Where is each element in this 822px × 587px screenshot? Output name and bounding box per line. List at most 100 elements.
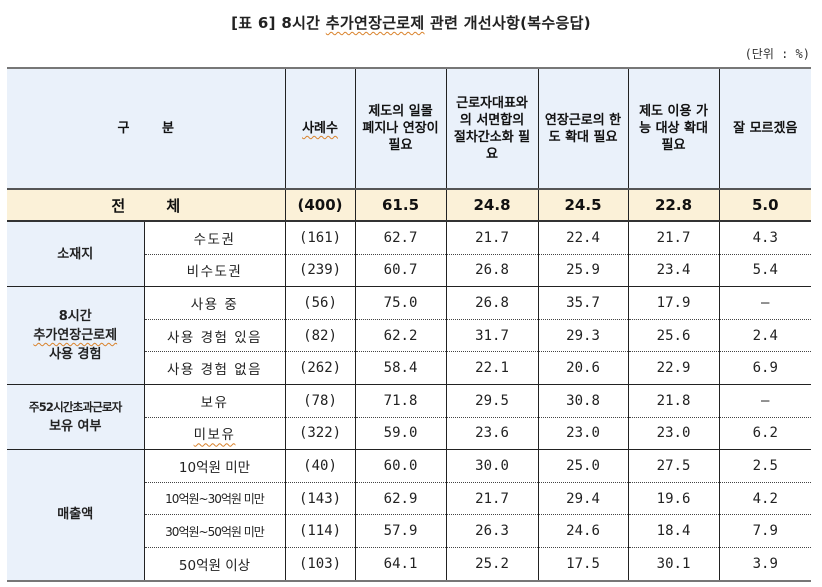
sub-category: 보유 [143, 384, 286, 418]
table-row: 사용 경험 없음 (262) 58.4 22.1 20.6 22.9 6.9 [7, 351, 812, 385]
sub-category: 수도권 [143, 221, 286, 255]
sub-category: 사용 경험 없음 [144, 351, 286, 385]
value-cell: 21.8 [627, 384, 720, 418]
sub-category: 10억원 미만 [143, 449, 286, 483]
value-cell: 25.2 [445, 547, 539, 582]
header-col-3: 제도 이용 가능 대상 확대 필요 [627, 68, 720, 190]
value-cell: 22.1 [445, 351, 539, 385]
value-cell: 30.0 [445, 449, 539, 483]
count-cell: (322) [284, 417, 356, 451]
value-cell: 22.9 [627, 351, 720, 385]
value-cell: 6.2 [718, 417, 812, 451]
count-cell: (78) [284, 384, 356, 418]
unit-label: (단위 : %) [744, 47, 810, 61]
value-cell: 31.7 [445, 319, 539, 353]
count-cell: (82) [284, 319, 356, 353]
value-cell: 75.0 [354, 286, 447, 320]
header-count-label: 사례수 [302, 121, 338, 136]
value-cell: 57.9 [354, 514, 447, 548]
value-cell: 62.9 [354, 482, 447, 516]
category-usage-experience: 8시간 추가연장근로제 사용 경험 [7, 286, 145, 385]
total-label-text: 전 체 [111, 196, 199, 215]
table-row: 소재지 수도권 (161) 62.7 21.7 22.4 21.7 4.3 [7, 221, 812, 288]
value-cell: 26.8 [445, 286, 539, 320]
count-cell: (40) [284, 449, 356, 483]
value-cell: 24.6 [537, 514, 629, 548]
value-cell: — [718, 286, 812, 320]
sub-category: 사용 경험 있음 [144, 319, 286, 353]
table-row: 매출액 10억원 미만 (40) 60.0 30.0 25.0 27.5 2.5 [7, 449, 812, 582]
value-cell: 29.4 [537, 482, 629, 516]
value-cell: 5.4 [718, 254, 812, 288]
value-cell: 58.4 [354, 351, 447, 385]
table-row: 30억원~50억원 미만 (114) 57.9 26.3 24.6 18.4 7… [7, 514, 812, 548]
sub-category: 비수도권 [144, 254, 286, 288]
category-line: 사용 경험 [49, 347, 102, 363]
count-cell: (239) [284, 254, 356, 288]
total-value: 61.5 [354, 189, 447, 222]
sub-category: 미보유 [144, 417, 286, 451]
value-cell: 22.4 [537, 221, 629, 255]
count-cell: (114) [284, 514, 356, 548]
sub-category: 30억원~50억원 미만 [144, 514, 286, 548]
category-revenue: 매출액 [7, 449, 145, 582]
sub-category: 10억원~30억원 미만 [144, 482, 286, 516]
value-cell: 23.0 [537, 417, 629, 451]
value-cell: 25.9 [537, 254, 629, 288]
value-cell: 29.3 [537, 319, 629, 353]
total-value: 24.5 [537, 189, 629, 222]
header-category-label: 구 분 [117, 121, 188, 136]
value-cell: 4.2 [718, 482, 812, 516]
value-cell: 29.5 [445, 384, 539, 418]
table-row: 주52시간초과근로자 보유 여부 보유 (78) 71.8 29.5 30.8 … [7, 384, 812, 451]
category-line: 8시간 [58, 309, 92, 325]
table-row: 미보유 (322) 59.0 23.6 23.0 23.0 6.2 [7, 417, 812, 451]
value-cell: 25.6 [627, 319, 720, 353]
value-cell: 71.8 [354, 384, 447, 418]
title-suffix: 관련 개선사항(복수응답) [424, 14, 591, 32]
value-cell: 21.7 [627, 221, 720, 255]
value-cell: 62.7 [354, 221, 447, 255]
value-cell: 17.5 [537, 547, 629, 582]
improvement-table: 구 분 사례수 제도의 일몰 폐지나 연장이 필요 근로자대표와의 서면합의 절… [7, 67, 812, 582]
count-cell: (161) [284, 221, 356, 255]
category-overtime-workers: 주52시간초과근로자 보유 여부 [7, 384, 145, 451]
value-cell: 6.9 [718, 351, 812, 385]
header-col-4: 잘 모르겠음 [718, 68, 812, 190]
value-cell: — [718, 384, 812, 418]
total-value: 24.8 [445, 189, 539, 222]
value-cell: 59.0 [354, 417, 447, 451]
value-cell: 19.6 [627, 482, 720, 516]
value-cell: 30.8 [537, 384, 629, 418]
value-cell: 30.1 [627, 547, 720, 582]
value-cell: 23.6 [445, 417, 539, 451]
value-cell: 2.4 [718, 319, 812, 353]
count-cell: (103) [284, 547, 356, 582]
count-cell: (56) [284, 286, 356, 320]
header-col-1: 근로자대표와의 서면합의 절차간소화 필요 [445, 68, 539, 190]
sub-category: 사용 중 [143, 286, 286, 320]
value-cell: 4.3 [718, 221, 812, 255]
value-cell: 7.9 [718, 514, 812, 548]
value-cell: 25.0 [537, 449, 629, 483]
count-cell: (262) [284, 351, 356, 385]
value-cell: 27.5 [627, 449, 720, 483]
category-line: 주52시간초과근로자 [28, 400, 122, 415]
table-row: 비수도권 (239) 60.7 26.8 25.9 23.4 5.4 [7, 254, 812, 288]
total-value: 5.0 [718, 189, 812, 222]
sub-category-text: 미보유 [193, 427, 236, 444]
title-prefix: [표 6] 8시간 [231, 14, 326, 32]
value-cell: 35.7 [537, 286, 629, 320]
category-line: 추가연장근로제 [33, 328, 118, 344]
total-row: 전 체 (400) 61.5 24.8 24.5 22.8 5.0 [7, 189, 812, 222]
category-line: 보유 여부 [49, 419, 102, 435]
value-cell: 23.4 [627, 254, 720, 288]
value-cell: 21.7 [445, 221, 539, 255]
header-col-2: 연장근로의 한도 확대 필요 [537, 68, 629, 190]
value-cell: 26.8 [445, 254, 539, 288]
count-cell: (143) [284, 482, 356, 516]
value-cell: 20.6 [537, 351, 629, 385]
value-cell: 3.9 [718, 547, 812, 582]
sub-category: 50억원 이상 [144, 547, 286, 582]
category-location: 소재지 [7, 221, 145, 288]
